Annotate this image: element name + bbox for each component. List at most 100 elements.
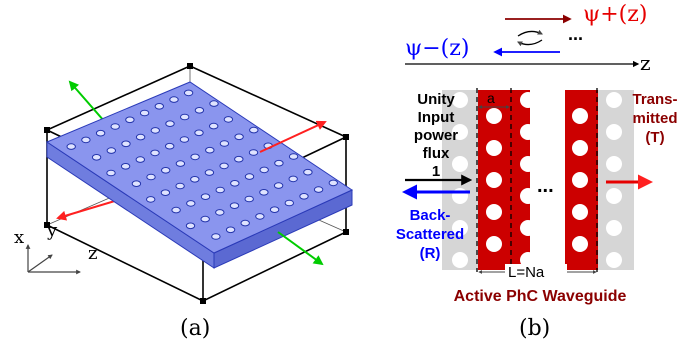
waveguide-hole xyxy=(520,188,536,204)
slab-hole xyxy=(135,133,146,141)
slab-hole xyxy=(328,179,338,187)
slab-hole xyxy=(190,176,200,183)
slab-hole xyxy=(200,193,211,200)
waveguide-hole xyxy=(572,172,588,188)
svg-text:1: 1 xyxy=(432,163,440,180)
slab-hole xyxy=(234,155,244,163)
slab-hole xyxy=(146,196,156,203)
slab-hole xyxy=(209,100,219,107)
psi-plus-label: ψ+(z) xyxy=(583,2,647,27)
waveguide-hole xyxy=(520,124,536,140)
waveguide-hole xyxy=(606,156,622,172)
slab-hole xyxy=(131,180,142,187)
phc-slab xyxy=(45,81,354,269)
waveguide-hole xyxy=(486,140,502,156)
slab-hole xyxy=(284,199,294,207)
ellipsis-waveguide: ... xyxy=(537,175,554,197)
slab-hole xyxy=(288,153,299,160)
slab-hole xyxy=(211,233,221,240)
slab-hole xyxy=(313,186,324,193)
waveguide-hole xyxy=(606,124,622,140)
svg-text:Unity: Unity xyxy=(417,91,455,108)
coordinate-axes xyxy=(25,244,81,275)
svg-text:Trans-: Trans- xyxy=(632,91,677,108)
arrow-green-down xyxy=(277,231,324,266)
waveguide-hole xyxy=(452,124,468,140)
waveguide-hole xyxy=(520,220,536,236)
slab-hole xyxy=(180,113,190,121)
waveguide-hole xyxy=(572,236,588,252)
waveguide-hole xyxy=(520,92,536,108)
slab-hole xyxy=(165,120,175,127)
slab-hole xyxy=(183,89,194,97)
slab-hole xyxy=(223,116,234,123)
slab-hole xyxy=(215,209,225,216)
waveguide-hole xyxy=(452,188,468,204)
slab-hole xyxy=(120,163,131,170)
slab-hole xyxy=(248,149,259,156)
slab-hole xyxy=(244,173,255,180)
slab-hole xyxy=(91,154,102,161)
waveguide-hole xyxy=(452,252,468,268)
waveguide-hole xyxy=(606,252,622,268)
slab-hole xyxy=(219,162,229,170)
slab-hole xyxy=(154,103,165,110)
ellipsis-top: ... xyxy=(568,24,583,44)
waveguide-title: Active PhC Waveguide xyxy=(454,288,627,305)
slab-hole xyxy=(165,142,175,150)
slab-hole xyxy=(185,222,196,230)
slab-hole xyxy=(106,169,116,177)
slab-hole xyxy=(150,127,161,134)
waveguide-hole xyxy=(606,188,622,204)
slab-hole xyxy=(160,189,171,196)
backscattered-label: Back- Scattered (R) xyxy=(396,207,464,262)
slab-hole xyxy=(171,206,181,214)
waveguide-hole xyxy=(572,140,588,156)
slab-hole xyxy=(186,200,196,207)
svg-text:Input: Input xyxy=(418,109,455,126)
slab-hole xyxy=(110,123,120,130)
psi-minus-label: ψ−(z) xyxy=(405,36,469,61)
slab-hole xyxy=(288,175,298,183)
waveguide-hole xyxy=(452,220,468,236)
panel-a: x y z (a) xyxy=(14,63,354,341)
slab-hole xyxy=(66,143,76,150)
slab-hole xyxy=(81,136,91,144)
slab-hole xyxy=(299,193,309,200)
slab-hole xyxy=(240,219,250,227)
waveguide-hole xyxy=(452,156,468,172)
waveguide-hole xyxy=(606,220,622,236)
svg-text:Scattered: Scattered xyxy=(396,226,464,243)
slab-hole xyxy=(269,206,280,213)
slab-hole xyxy=(190,153,200,161)
arrow-red-right xyxy=(259,120,327,153)
waveguide-hole xyxy=(486,108,502,124)
slab-hole xyxy=(225,226,236,234)
slab-hole xyxy=(255,213,265,220)
slab-hole xyxy=(259,189,269,196)
panel-b: ψ+(z) ... ψ−(z) z ... xyxy=(396,2,678,341)
input-flux-label: Unity Input power flux 1 xyxy=(414,91,458,180)
slab-hole xyxy=(249,126,259,134)
transmitted-label: Trans- mitted (T) xyxy=(632,91,677,146)
cycle-icon xyxy=(517,29,543,47)
slab-hole xyxy=(146,173,156,181)
slab-hole xyxy=(209,122,219,130)
waveguide-hole xyxy=(486,204,502,220)
slab-hole xyxy=(169,96,179,103)
svg-text:flux: flux xyxy=(423,145,450,162)
slab-hole xyxy=(135,156,146,163)
slab-hole xyxy=(150,149,160,157)
waveguide-hole xyxy=(606,92,622,108)
period-label: a xyxy=(487,90,495,106)
slab-hole xyxy=(229,202,240,209)
slab-hole xyxy=(234,133,244,141)
slab-hole xyxy=(194,107,205,114)
slab-hole xyxy=(139,109,150,117)
svg-text:mitted: mitted xyxy=(633,110,678,127)
waveguide-hole xyxy=(572,204,588,220)
slab-hole xyxy=(95,129,106,137)
slab-hole xyxy=(219,140,230,147)
slab-hole xyxy=(175,160,186,167)
